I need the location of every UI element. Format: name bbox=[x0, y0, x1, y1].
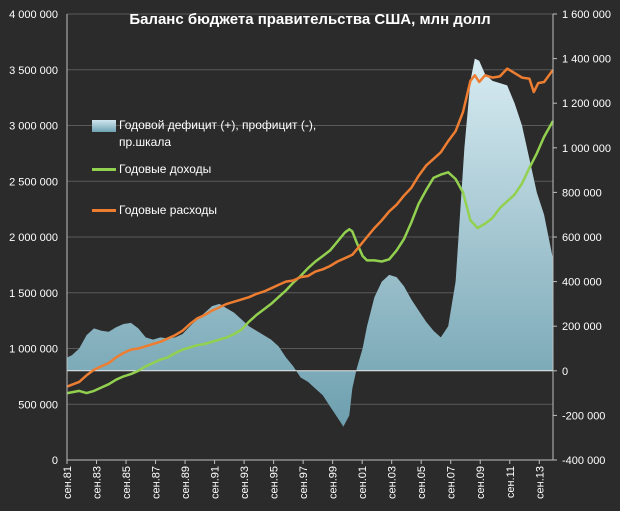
deficit-area bbox=[67, 58, 554, 427]
left-tick-label: 2 000 000 bbox=[9, 232, 58, 244]
legend-label-deficit: Годовой дефицит (+), профицит (-), пр.шк… bbox=[119, 118, 317, 149]
right-axis-ticks: 1 600 000 1 400 000 1 200 000 1 000 000 800 … bbox=[553, 9, 611, 467]
legend-label-revenue: Годовые доходы bbox=[119, 162, 212, 176]
x-tick-label: сен.09 bbox=[475, 466, 487, 499]
right-tick-label: 400 000 bbox=[562, 277, 602, 289]
revenue-line bbox=[67, 120, 555, 395]
line-series-group bbox=[66, 67, 555, 395]
x-tick-label: сен.03 bbox=[387, 466, 399, 499]
chart-title: Баланс бюджета правительства США, млн до… bbox=[129, 11, 491, 28]
x-tick-label: сен.99 bbox=[328, 466, 340, 499]
x-axis-ticks: сен.81 сен.83 сен.85 сен.87 сен.89 сен.91 сен.… bbox=[62, 460, 546, 499]
x-tick-label: сен.89 bbox=[180, 466, 192, 499]
x-tick-label: сен.13 bbox=[534, 466, 546, 499]
x-tick-label: сен.11 bbox=[505, 466, 517, 498]
left-tick-label: 3 500 000 bbox=[9, 65, 58, 77]
right-tick-label: 1 600 000 bbox=[562, 9, 611, 21]
x-tick-label: сен.95 bbox=[269, 466, 281, 499]
deficit-area-series bbox=[67, 58, 554, 427]
x-tick-label: сен.85 bbox=[121, 466, 133, 499]
legend-label-spending: Годовые расходы bbox=[119, 203, 218, 217]
right-tick-label: 600 000 bbox=[562, 232, 602, 244]
legend-swatch-deficit bbox=[92, 120, 116, 132]
right-tick-label: 200 000 bbox=[562, 321, 602, 333]
right-tick-label: 1 400 000 bbox=[562, 54, 611, 66]
left-tick-label: 3 000 000 bbox=[9, 121, 58, 133]
left-axis-ticks: 4 000 000 3 500 000 3 000 000 2 500 000 2 00… bbox=[9, 9, 58, 467]
x-tick-label: сен.01 bbox=[357, 466, 369, 499]
x-tick-label: сен.97 bbox=[298, 466, 310, 499]
left-tick-label: 1 000 000 bbox=[9, 344, 58, 356]
x-tick-label: сен.81 bbox=[62, 466, 74, 499]
x-tick-label: сен.83 bbox=[92, 466, 104, 499]
left-tick-label: 2 500 000 bbox=[9, 176, 58, 188]
legend-swatch-revenue bbox=[92, 168, 116, 171]
legend-swatch-spending bbox=[92, 209, 116, 212]
right-tick-label: 1 000 000 bbox=[562, 143, 611, 155]
left-tick-label: 1 500 000 bbox=[9, 288, 58, 300]
x-tick-label: сен.05 bbox=[416, 466, 428, 499]
right-tick-label: 1 200 000 bbox=[562, 98, 611, 110]
left-tick-label: 0 bbox=[52, 455, 58, 467]
right-tick-label: 800 000 bbox=[562, 187, 602, 199]
right-tick-label: 0 bbox=[562, 366, 568, 378]
x-tick-label: сен.91 bbox=[210, 466, 222, 499]
right-tick-label: -400 000 bbox=[562, 455, 605, 467]
x-tick-label: сен.07 bbox=[446, 466, 458, 499]
left-tick-label: 500 000 bbox=[18, 399, 58, 411]
x-tick-label: сен.87 bbox=[151, 466, 163, 499]
right-tick-label: -200 000 bbox=[562, 410, 605, 422]
spending-line bbox=[66, 67, 555, 388]
x-tick-label: сен.93 bbox=[239, 466, 251, 499]
left-tick-label: 4 000 000 bbox=[9, 9, 58, 21]
